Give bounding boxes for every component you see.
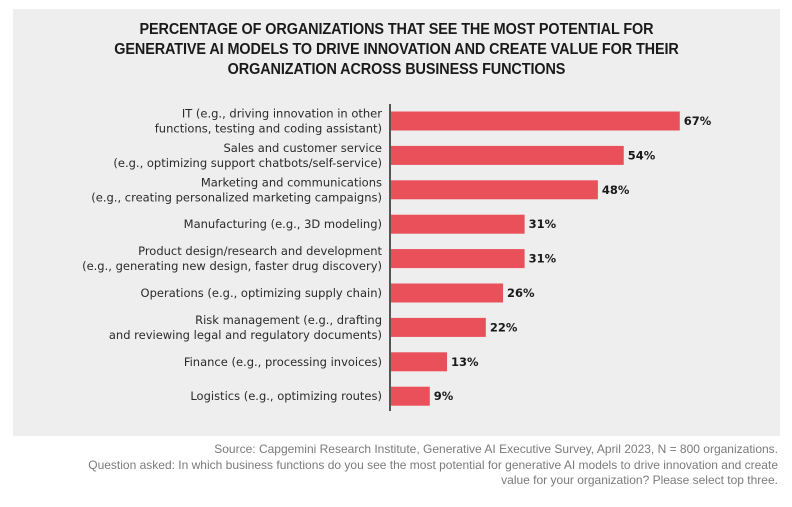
category-label: Product design/research and development(…: [82, 244, 382, 273]
chart-title: PERCENTAGE OF ORGANIZATIONS THAT SEE THE…: [40, 20, 753, 80]
data-label: 67%: [684, 114, 712, 128]
category-label-line: Operations (e.g., optimizing supply chai…: [141, 286, 382, 300]
category-label-line: (e.g., creating personalized marketing c…: [91, 190, 382, 204]
bar-chart: 67% IT (e.g., driving innovation in other…: [82, 104, 712, 411]
bar: [391, 214, 525, 234]
category-label-line: IT (e.g., driving innovation in other: [182, 107, 382, 121]
category-label: Finance (e.g., processing invoices): [184, 355, 382, 369]
data-label: 9%: [434, 389, 454, 403]
category-label-line: Product design/research and development: [138, 244, 382, 258]
category-label: Sales and customer service (e.g., optimiz…: [113, 141, 382, 170]
data-label: 31%: [529, 217, 557, 231]
chart-title-line-3: ORGANIZATION ACROSS BUSINESS FUNCTIONS: [227, 61, 566, 78]
category-label-line: Finance (e.g., processing invoices): [184, 355, 382, 369]
bar: [391, 111, 680, 131]
category-label-line: (e.g., optimizing support chatbots/self-…: [113, 156, 382, 170]
source-note: Source: Capgemini Research Institute, Ge…: [214, 442, 778, 456]
category-label-line: and reviewing legal and regulatory docum…: [109, 328, 382, 342]
category-label: IT (e.g., driving innovation in other fun…: [155, 107, 383, 136]
question-note-line-1: Question asked: In which business functi…: [88, 457, 778, 472]
category-label: Manufacturing (e.g., 3D modeling): [184, 217, 382, 231]
category-label: Operations (e.g., optimizing supply chai…: [141, 286, 382, 300]
chart-title-line-2: GENERATIVE AI MODELS TO DRIVE INNOVATION…: [114, 41, 679, 58]
category-label: Risk management (e.g., drafting and revie…: [109, 313, 382, 342]
data-label: 13%: [451, 355, 479, 369]
bar: [391, 386, 430, 406]
data-label: 48%: [602, 183, 630, 197]
bar: [391, 249, 525, 269]
category-label: Logistics (e.g., optimizing routes): [190, 389, 382, 403]
question-note-line-2: value for your organization? Please sele…: [501, 473, 778, 487]
data-label: 54%: [628, 148, 656, 162]
category-label: Marketing and communications (e.g., creat…: [91, 175, 382, 204]
category-label-line: Sales and customer service: [223, 141, 382, 155]
bar: [391, 352, 448, 372]
category-label-line: Manufacturing (e.g., 3D modeling): [184, 217, 382, 231]
category-label-line: (e.g., generating new design, faster dru…: [82, 259, 382, 273]
chart-title-line-1: PERCENTAGE OF ORGANIZATIONS THAT SEE THE…: [139, 21, 654, 38]
chart-footer: Source: Capgemini Research Institute, Ge…: [0, 442, 778, 489]
bar: [391, 145, 624, 165]
category-label-line: functions, testing and coding assistant): [155, 122, 382, 136]
bar: [391, 180, 598, 200]
category-label-line: Logistics (e.g., optimizing routes): [190, 389, 382, 403]
category-label-line: Marketing and communications: [201, 175, 382, 189]
bar: [391, 317, 486, 337]
data-label: 31%: [529, 252, 557, 266]
data-label: 22%: [490, 320, 518, 334]
data-label: 26%: [507, 286, 535, 300]
category-label-line: Risk management (e.g., drafting: [195, 313, 382, 327]
bar: [391, 283, 504, 303]
